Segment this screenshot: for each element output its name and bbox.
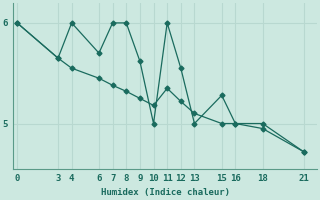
X-axis label: Humidex (Indice chaleur): Humidex (Indice chaleur)	[100, 188, 230, 197]
